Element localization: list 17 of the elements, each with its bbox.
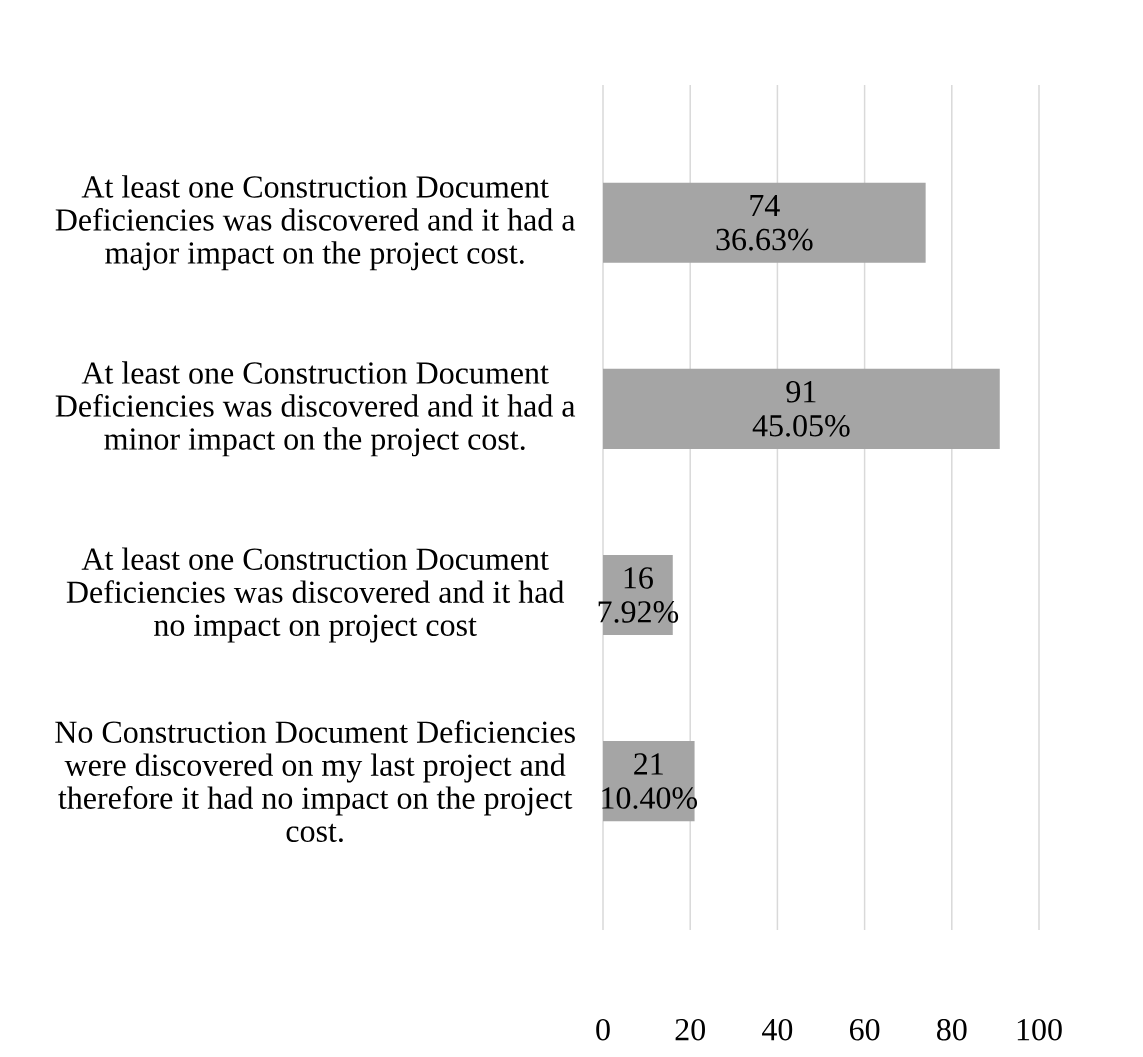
data-label: 16 7.92% — [598, 567, 679, 623]
data-label: 91 45.05% — [752, 381, 850, 437]
bar — [603, 741, 695, 822]
x-tick-label: 40 — [762, 1018, 793, 1041]
bar — [603, 368, 1000, 449]
y-tick-label: No Construction Document Deficiencies were discovered on my last project and therefore it had no impact on the project cost. — [55, 720, 575, 843]
data-label: 74 36.63% — [716, 194, 813, 251]
y-tick-label: At least one Construction Document Deficiencies was discovered and it had a major impact on the project cost. — [55, 175, 576, 271]
y-tick-label: At least one Construction Document Deficiencies was discovered and it had a minor impact on the project cost. — [55, 361, 576, 457]
x-tick-label: 100 — [1017, 1018, 1062, 1041]
bar — [603, 182, 926, 263]
x-tick-label: 80 — [937, 1018, 967, 1041]
x-tick-label: 20 — [675, 1018, 705, 1041]
x-tick-label: 0 — [596, 1018, 610, 1041]
x-tick-label: 60 — [849, 1018, 880, 1041]
data-label: 21 10.40% — [602, 753, 698, 809]
y-tick-label: At least one Construction Document Deficiencies was discovered and it had no impact on project cost — [66, 547, 565, 643]
